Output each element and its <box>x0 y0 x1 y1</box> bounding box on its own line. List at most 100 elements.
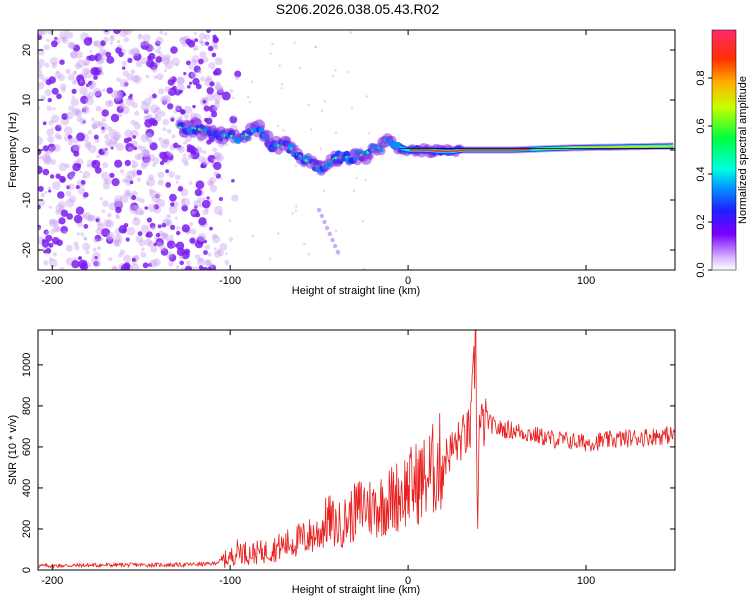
y-tick-label: 1000 <box>21 353 33 377</box>
heatmap-noise-blob <box>114 95 122 102</box>
heatmap-noise-blob <box>189 222 193 227</box>
heatmap-noise-blob <box>58 162 68 172</box>
heatmap-noise-blob <box>161 156 168 163</box>
heatmap-noise-blob <box>40 192 45 198</box>
heatmap-noise-blob <box>310 128 313 131</box>
heatmap-noise-blob <box>202 266 208 270</box>
heatmap-noise-blob <box>97 223 105 231</box>
heatmap-noise-blob <box>106 234 113 242</box>
heatmap-noise-blob <box>203 34 211 41</box>
heatmap-noise-blob <box>110 136 119 145</box>
heatmap-noise-blob <box>193 65 201 73</box>
heatmap-noise-blob <box>140 134 149 143</box>
heatmap-noise-blob <box>160 95 169 105</box>
heatmap-noise-blob <box>183 105 192 114</box>
heatmap-noise-blob <box>161 56 170 65</box>
heatmap-noise-blob <box>362 267 366 270</box>
heatmap-noise-blob <box>179 260 184 266</box>
heatmap-noise-blob <box>48 242 54 248</box>
heatmap-noise-blob <box>195 212 201 218</box>
heatmap-noise-blob <box>201 199 211 209</box>
heatmap-noise-blob <box>66 111 74 120</box>
heatmap-noise-blob <box>94 55 101 62</box>
heatmap-noise-blob <box>176 230 181 236</box>
heatmap-noise-blob <box>92 160 97 165</box>
heatmap-noise-blob <box>125 97 135 106</box>
heatmap-noise-blob <box>158 50 162 55</box>
heatmap-noise-blob <box>202 56 209 63</box>
heatmap-noise-blob <box>229 89 234 93</box>
heatmap-noise-blob <box>72 107 81 117</box>
heatmap-noise-blob <box>206 196 210 200</box>
heatmap-noise-blob <box>365 95 369 98</box>
heatmap-noise-blob <box>202 209 209 216</box>
heatmap-noise-blob <box>99 71 105 76</box>
heatmap-noise-blob <box>193 45 199 51</box>
heatmap-noise-blob <box>70 51 78 59</box>
heatmap-noise-blob <box>117 90 126 99</box>
heatmap-noise-blob <box>114 195 123 204</box>
heatmap-noise-blob <box>194 38 199 43</box>
heatmap-noise-blob <box>49 218 56 225</box>
heatmap-noise-blob <box>114 159 123 168</box>
heatmap-noise-blob <box>225 143 229 147</box>
heatmap-noise-blob <box>43 260 49 266</box>
heatmap-noise-blob <box>268 257 272 260</box>
heatmap-noise-blob <box>269 52 272 55</box>
heatmap-noise-blob <box>80 95 89 104</box>
heatmap-noise-blob <box>51 62 58 69</box>
heatmap-noise-blob <box>71 95 75 99</box>
heatmap-noise-blob <box>228 237 234 242</box>
heatmap-noise-blob <box>124 189 132 197</box>
heatmap-noise-blob <box>72 163 81 172</box>
heatmap-noise-blob <box>82 175 86 179</box>
ridge-band-peak <box>562 145 674 149</box>
heatmap-noise-blob <box>160 248 169 256</box>
heatmap-noise-blob <box>64 163 70 169</box>
heatmap-noise-blob <box>48 205 53 209</box>
heatmap-noise-blob <box>322 189 326 192</box>
x-tick-label: 0 <box>405 275 411 287</box>
heatmap-noise-blob <box>197 197 203 203</box>
y-tick-label: 400 <box>21 479 33 497</box>
heatmap-noise-blob <box>119 169 125 174</box>
heatmap-noise-blob <box>172 243 176 247</box>
heatmap-noise-blob <box>82 171 91 179</box>
heatmap-noise-blob <box>324 225 330 231</box>
heatmap-noise-blob <box>211 233 218 240</box>
heatmap-noise-blob <box>58 208 63 212</box>
heatmap-noise-blob <box>152 162 157 168</box>
heatmap-noise-blob <box>44 62 50 68</box>
heatmap-noise-blob <box>121 60 128 66</box>
heatmap-noise-blob <box>163 138 170 145</box>
heatmap-noise-blob <box>190 59 198 66</box>
heatmap-noise-blob <box>165 220 171 226</box>
heatmap-noise-blob <box>119 78 129 88</box>
ridge-band-peak <box>409 148 531 153</box>
heatmap-noise-blob <box>97 221 103 227</box>
heatmap-noise-blob <box>122 70 129 77</box>
heatmap-noise-blob <box>168 253 177 262</box>
heatmap-noise-blob <box>116 77 121 82</box>
heatmap-noise-blob <box>181 204 188 212</box>
heatmap-noise-blob <box>206 139 212 145</box>
heatmap-noise-blob <box>38 165 43 175</box>
heatmap-noise-blob <box>108 202 117 211</box>
heatmap-noise-blob <box>48 257 53 262</box>
heatmap-noise-blob <box>157 224 162 229</box>
heatmap-noise-blob <box>61 177 65 182</box>
heatmap-noise-blob <box>50 159 56 165</box>
heatmap-noise-blob <box>155 40 161 47</box>
heatmap-noise-blob <box>327 231 332 237</box>
y-tick-label: 600 <box>21 438 33 456</box>
heatmap-noise-blob <box>80 180 86 185</box>
heatmap-noise-blob <box>250 80 254 83</box>
heatmap-noise-blob <box>154 114 162 122</box>
heatmap-noise-blob <box>115 47 122 54</box>
heatmap-noise-blob <box>193 200 201 208</box>
heatmap-noise-blob <box>109 172 115 179</box>
heatmap-noise-blob <box>122 229 127 234</box>
heatmap-noise-blob <box>141 158 150 167</box>
heatmap-noise-blob <box>116 105 124 113</box>
heatmap-noise-blob <box>38 136 43 145</box>
